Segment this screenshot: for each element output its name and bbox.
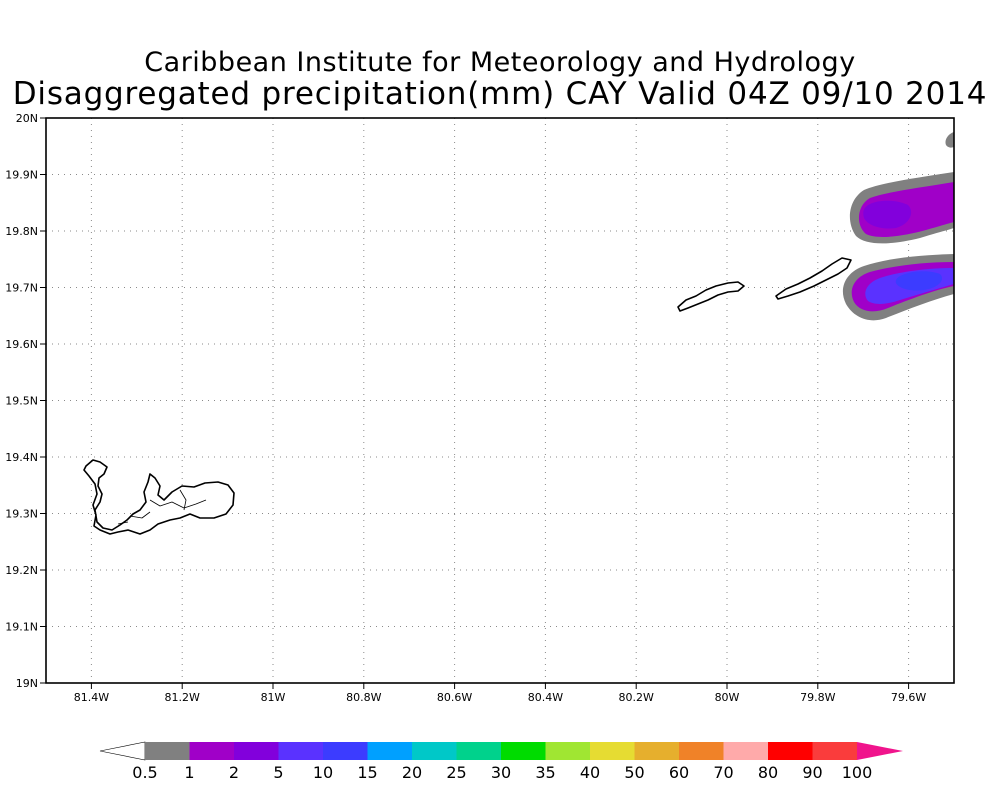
grid-lines: [40, 117, 954, 689]
colorbar-swatch: [456, 742, 501, 760]
colorbar-swatch: [723, 742, 768, 760]
lat-tick-label: 19.4N: [5, 451, 38, 464]
lon-tick-label: 79.6W: [891, 691, 926, 704]
colorbar-label: 70: [713, 763, 733, 782]
lon-tick-label: 81.2W: [165, 691, 200, 704]
colorbar-min-arrow: [99, 741, 146, 761]
lon-tick-label: 80W: [715, 691, 740, 704]
lon-tick-label: 80.8W: [346, 691, 381, 704]
colorbar-label: 20: [402, 763, 422, 782]
lat-tick-label: 19.7N: [5, 282, 38, 295]
colorbar-swatch: [367, 742, 412, 760]
colorbar: 0.5 1 2 5 10 15 20 25 30 35 40 50 60 70 80 90 100: [99, 741, 903, 782]
island-grand-cayman-inner: [117, 489, 207, 525]
colorbar-label: 15: [357, 763, 377, 782]
title-line-1: Caribbean Institute for Meteorology and …: [144, 47, 856, 78]
lat-tick-label: 19.5N: [5, 395, 38, 408]
lat-tick-label: 19.2N: [5, 564, 38, 577]
colorbar-label: 40: [580, 763, 600, 782]
colorbar-swatch: [412, 742, 457, 760]
title-block: Caribbean Institute for Meteorology and …: [0, 47, 1000, 112]
lon-tick-label: 80.4W: [528, 691, 563, 704]
colorbar-swatch: [189, 742, 234, 760]
colorbar-label: 30: [491, 763, 511, 782]
lon-tick-label: 81.4W: [74, 691, 109, 704]
colorbar-label: 2: [229, 763, 239, 782]
precip-contour-violet-north: [863, 200, 912, 229]
colorbar-swatch: [679, 742, 724, 760]
lon-tick-label: 79.8W: [800, 691, 835, 704]
colorbar-swatch: [501, 742, 546, 760]
longitude-tick-labels: 81.4W 81.2W 81W 80.8W 80.6W 80.4W 80.2W 80W 79.8…: [74, 691, 927, 704]
colorbar-label: 35: [535, 763, 555, 782]
lon-tick-label: 80.6W: [437, 691, 472, 704]
colorbar-swatch: [234, 742, 279, 760]
colorbar-swatch: [545, 742, 590, 760]
colorbar-label: 0.5: [132, 763, 157, 782]
colorbar-label: 25: [446, 763, 466, 782]
colorbar-swatch: [634, 742, 679, 760]
colorbar-label: 1: [184, 763, 194, 782]
lat-tick-label: 19.1N: [5, 621, 38, 634]
colorbar-label: 80: [758, 763, 778, 782]
lat-tick-label: 19.6N: [5, 338, 38, 351]
colorbar-swatch: [323, 742, 368, 760]
colorbar-swatch: [145, 742, 190, 760]
colorbar-label: 5: [273, 763, 283, 782]
island-cayman-brac: [775, 257, 852, 300]
island-outlines: [83, 257, 852, 535]
lat-tick-label: 19N: [16, 677, 38, 690]
colorbar-label: 60: [669, 763, 689, 782]
colorbar-swatch: [812, 742, 857, 760]
precip-contour-core-south: [895, 271, 943, 291]
colorbar-label: 90: [802, 763, 822, 782]
colorbar-swatch: [590, 742, 635, 760]
lon-tick-label: 81W: [261, 691, 286, 704]
lat-tick-label: 19.9N: [5, 169, 38, 182]
colorbar-label: 10: [313, 763, 333, 782]
island-grand-cayman: [83, 459, 235, 535]
latitude-tick-labels: 20N 19.9N 19.8N 19.7N 19.6N 19.5N 19.4N 19.3N 19…: [5, 112, 38, 690]
colorbar-label: 50: [624, 763, 644, 782]
lon-tick-label: 80.2W: [619, 691, 654, 704]
colorbar-label: 100: [842, 763, 873, 782]
colorbar-swatch: [278, 742, 323, 760]
lat-tick-label: 20N: [16, 112, 38, 125]
precip-contour-corner: [945, 132, 954, 148]
map-frame: [45, 117, 955, 684]
island-little-cayman: [677, 281, 745, 312]
lat-tick-label: 19.8N: [5, 225, 38, 238]
lat-tick-label: 19.3N: [5, 508, 38, 521]
title-line-2: Disaggregated precipitation(mm) CAY Vali…: [12, 76, 988, 112]
precipitation-field: [842, 132, 954, 321]
colorbar-max-arrow: [857, 742, 903, 760]
colorbar-swatch: [768, 742, 813, 760]
